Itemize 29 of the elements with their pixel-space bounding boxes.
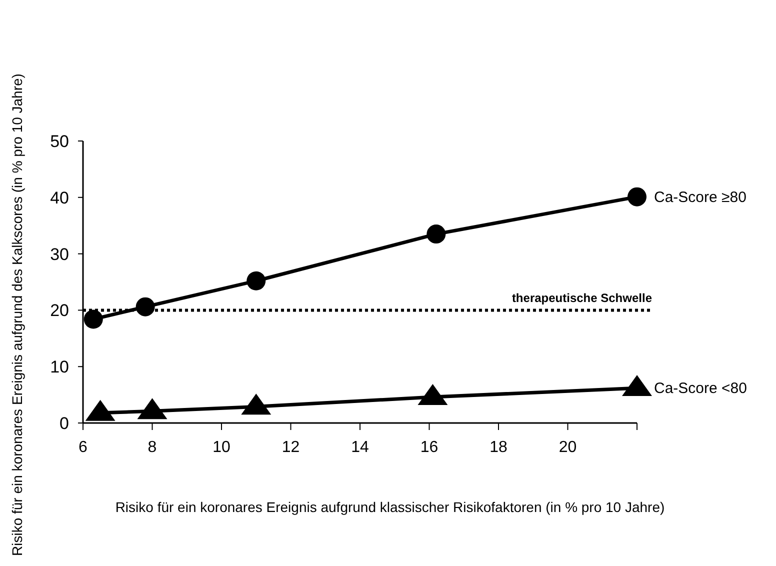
x-tick-label: 6 [78, 439, 88, 456]
x-tick-label: 12 [282, 439, 300, 456]
y-tick-label: 20 [50, 301, 69, 320]
x-tick-label: 18 [490, 439, 508, 456]
point [84, 310, 103, 329]
y-tick-label: 0 [60, 414, 69, 433]
x-tick-label: 16 [420, 439, 438, 456]
point [418, 384, 448, 406]
point [622, 375, 652, 396]
y-tick-label: 50 [50, 132, 69, 151]
x-tick-label: 20 [558, 439, 577, 456]
ref-line-label: therapeutische Schwelle [512, 291, 652, 306]
x-tick-label: 8 [148, 439, 157, 456]
point [136, 297, 155, 316]
point [426, 224, 446, 244]
point [628, 187, 646, 206]
series-label: Ca-Score ≥80 [654, 188, 746, 206]
y-tick-label: 40 [50, 188, 69, 208]
x-tick-label: 14 [351, 439, 369, 456]
y-tick-label: 30 [50, 244, 69, 264]
point [85, 400, 116, 421]
series-label: Ca-Score <80 [654, 380, 747, 398]
y-tick-label: 10 [50, 358, 69, 377]
point [246, 271, 266, 290]
x-tick-label: 10 [212, 439, 230, 456]
point [241, 394, 272, 415]
point [137, 398, 168, 420]
y-axis-title: Risiko für ein koronares Ereignis aufgrund des Kalkscores (in % pro 10 Jahre) [9, 74, 25, 556]
x-axis-title: Risiko für ein koronares Ereignis aufgrund klassischer Risikofaktoren (in % pro 10 Jahre) [115, 499, 665, 515]
